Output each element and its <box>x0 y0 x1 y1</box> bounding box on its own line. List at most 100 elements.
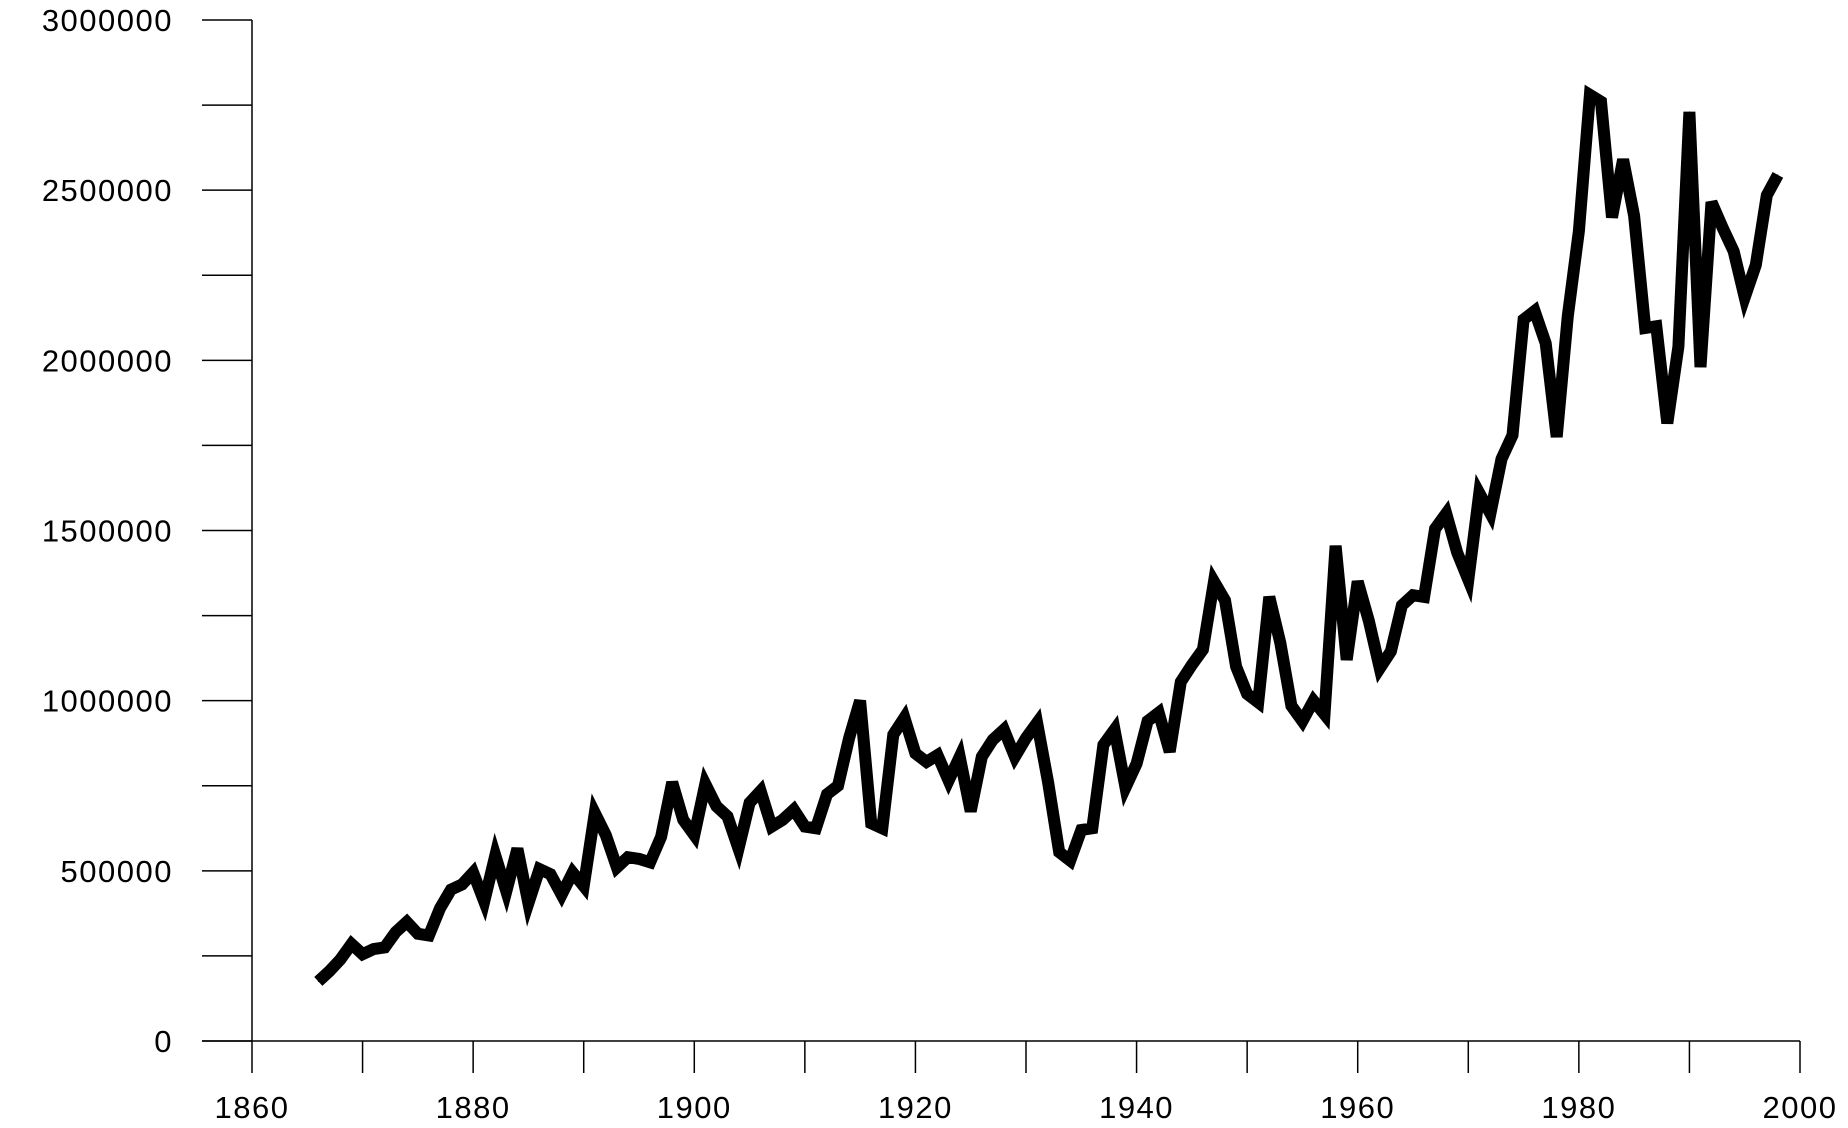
data-point <box>1147 720 1149 722</box>
data-point <box>771 826 773 828</box>
data-point <box>1589 94 1591 96</box>
x-tick-label: 1880 <box>436 1090 511 1125</box>
series-layer <box>314 84 1784 986</box>
data-point <box>1246 693 1248 695</box>
data-point <box>1478 492 1480 494</box>
y-tick-label: 0 <box>154 1024 173 1059</box>
data-point <box>1567 315 1569 317</box>
x-tick-label: 1940 <box>1099 1090 1174 1125</box>
data-point <box>1191 664 1193 666</box>
data-point <box>373 948 375 950</box>
data-point <box>804 826 806 828</box>
data-point <box>561 894 563 896</box>
data-point <box>1058 851 1060 853</box>
data-point <box>649 861 651 863</box>
data-point <box>981 756 983 758</box>
data-point <box>1666 422 1668 424</box>
data-point <box>704 783 706 785</box>
data-point <box>1301 720 1303 722</box>
data-point <box>1136 763 1138 765</box>
data-point <box>1003 729 1005 731</box>
data-point <box>1412 594 1414 596</box>
data-point <box>1722 227 1724 229</box>
data-point <box>1346 659 1348 661</box>
data-point <box>1113 729 1115 731</box>
data-point <box>1545 342 1547 344</box>
data-point <box>715 805 717 807</box>
data-point <box>1080 829 1082 831</box>
y-axis: 0 500000 1000000 1500000 2000000 2500000 30000… <box>42 3 253 1059</box>
data-point <box>1456 552 1458 554</box>
data-point <box>1766 194 1768 196</box>
data-point <box>1688 111 1690 113</box>
data-point <box>1744 296 1746 298</box>
x-axis: 1860 1880 1900 1920 1940 1960 1980 2000 <box>202 1040 1836 1125</box>
data-point <box>682 819 684 821</box>
data-point <box>925 761 927 763</box>
data-point <box>1357 581 1359 583</box>
data-point <box>1500 458 1502 460</box>
data-point <box>782 819 784 821</box>
data-point <box>616 866 618 868</box>
data-point <box>1633 215 1635 217</box>
data-point <box>1445 512 1447 514</box>
data-point <box>826 793 828 795</box>
y-tick-label: 2500000 <box>42 173 173 208</box>
data-point <box>605 834 607 836</box>
data-point <box>749 802 751 804</box>
data-point <box>1335 545 1337 547</box>
data-point <box>472 872 474 874</box>
data-point <box>1777 174 1779 176</box>
data-point <box>970 810 972 812</box>
data-point <box>1036 722 1038 724</box>
data-point <box>339 958 341 960</box>
data-point <box>550 873 552 875</box>
data-point <box>1578 230 1580 232</box>
data-point <box>1423 596 1425 598</box>
data-point <box>406 921 408 923</box>
data-point <box>1268 596 1270 598</box>
data-point <box>417 933 419 935</box>
data-point <box>1180 681 1182 683</box>
x-tick-label: 1980 <box>1541 1090 1616 1125</box>
data-point <box>738 848 740 850</box>
x-tick-label: 1920 <box>878 1090 953 1125</box>
data-point <box>1379 667 1381 669</box>
data-point <box>881 827 883 829</box>
data-point <box>1467 579 1469 581</box>
data-point <box>1699 366 1701 368</box>
data-point <box>1047 781 1049 783</box>
data-point <box>1279 642 1281 644</box>
data-point <box>439 907 441 909</box>
data-point <box>583 885 585 887</box>
data-point <box>362 953 364 955</box>
data-point <box>914 752 916 754</box>
data-point <box>837 785 839 787</box>
data-point <box>1512 434 1514 436</box>
data-point <box>450 889 452 891</box>
data-point <box>1755 264 1757 266</box>
data-point <box>461 883 463 885</box>
y-tick-label: 3000000 <box>42 3 173 38</box>
y-tick-label: 1000000 <box>42 684 173 719</box>
data-point <box>1677 346 1679 348</box>
data-point <box>870 822 872 824</box>
data-point <box>693 834 695 836</box>
data-point <box>1523 318 1525 320</box>
data-point <box>516 848 518 850</box>
data-point <box>1014 756 1016 758</box>
data-point <box>815 827 817 829</box>
data-point <box>1158 712 1160 714</box>
data-point <box>1169 751 1171 753</box>
series-line <box>314 84 1784 986</box>
data-point <box>317 980 319 982</box>
data-point <box>760 790 762 792</box>
data-point <box>505 890 507 892</box>
y-tick-label: 500000 <box>61 854 173 889</box>
data-point <box>1235 666 1237 668</box>
data-point <box>726 815 728 817</box>
data-point <box>1368 620 1370 622</box>
data-point <box>594 812 596 814</box>
data-point <box>1711 201 1713 203</box>
